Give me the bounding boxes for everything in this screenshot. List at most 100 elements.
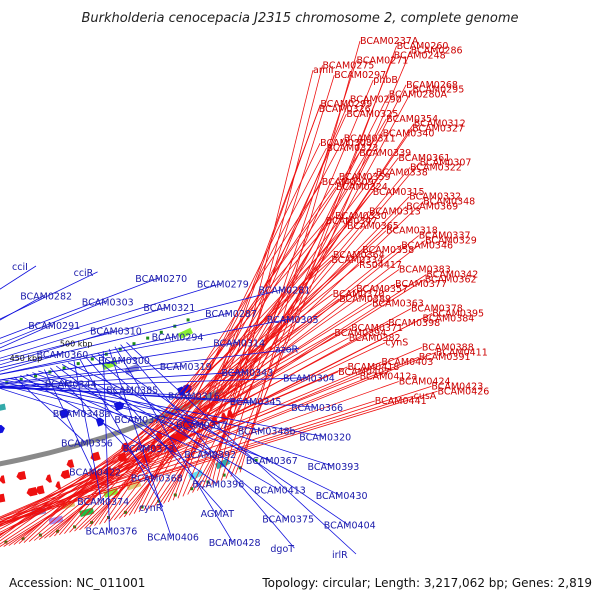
forward-gene-label: BCAM0346	[401, 240, 453, 251]
reverse-gene-label: BCAM0372	[114, 415, 166, 426]
forward-gene-label: BCAM0339	[359, 148, 411, 159]
forward-leader-line	[167, 113, 347, 503]
tick-mark	[34, 374, 38, 378]
reverse-gene-label: BCAM0321	[143, 303, 195, 314]
reverse-gene-label: BCAM0304	[283, 374, 335, 385]
chromosome-backbone	[0, 387, 224, 467]
reverse-leader-line	[79, 358, 164, 508]
forward-leader-line	[0, 371, 339, 518]
forward-leader-line	[187, 94, 390, 495]
forward-leader-line	[3, 274, 427, 547]
reverse-gene-label: BCAM0303	[82, 297, 134, 308]
reverse-leader-line	[61, 364, 279, 490]
reverse-leader-line	[67, 362, 340, 496]
forward-gene-label: BCAM0313	[369, 206, 421, 217]
forward-gene-label: BCAM0295	[412, 85, 464, 96]
forward-gene-label: BCAM0248	[394, 51, 446, 62]
reverse-gene-label: BCAM0367	[246, 456, 298, 467]
forward-gene-arrow	[35, 485, 45, 495]
reverse-gene-label: BCAM0314	[213, 338, 265, 349]
forward-gene-label: BCAM0327	[412, 124, 464, 135]
genome-stats-text: Topology: circular; Length: 3,217,062 bp…	[262, 576, 592, 590]
forward-gene-label: BCAM0268	[406, 80, 458, 91]
reverse-gene-label: irlR	[332, 550, 348, 561]
reverse-gene-label: BCAM0316	[168, 391, 220, 402]
forward-gene-label: BCAM0388	[422, 343, 474, 354]
forward-gene-label: BCAM0357	[356, 284, 408, 295]
tick-mark	[76, 362, 80, 366]
reverse-leader-line	[126, 342, 357, 555]
reverse-leader-line	[0, 371, 246, 388]
reverse-gene-label: BCAM0291	[28, 321, 80, 332]
forward-gene-label: BCAM0342	[426, 270, 478, 281]
reverse-leader-line	[43, 369, 94, 472]
forward-gene-label: BCAM0382	[349, 333, 401, 344]
forward-leader-line	[0, 390, 438, 525]
forward-leader-line	[182, 99, 351, 497]
forward-gene-label: BCAM0290	[350, 94, 402, 105]
forward-gene-label: BCAM0326	[319, 104, 371, 115]
forward-label-leaders	[0, 40, 438, 547]
tick-mark	[190, 487, 194, 491]
forward-leader-line	[0, 381, 399, 523]
forward-gene-label: BCAM0412a	[360, 372, 418, 383]
reverse-leader-line	[108, 348, 172, 537]
forward-gene-label: BCAM0423	[431, 381, 483, 392]
forward-gene-arrow	[16, 471, 27, 481]
feature-box	[188, 469, 204, 481]
reverse-gene-label: BCAM0345	[230, 397, 282, 408]
reverse-leader-line	[85, 356, 225, 514]
forward-gene-label: BCAM0323	[327, 143, 379, 154]
reverse-gene-label: BCAM0319	[160, 362, 212, 373]
tick-mark	[186, 318, 190, 322]
reverse-leader-line	[73, 360, 102, 502]
tick-mark	[90, 357, 94, 361]
reverse-gene-label: BCAM0356	[61, 438, 113, 449]
forward-gene-label: BCAM0361	[398, 153, 450, 164]
forward-gene-label: BCAM0330	[335, 211, 387, 222]
reverse-leader-line	[38, 370, 332, 467]
forward-gene-label: BCAM0394	[334, 328, 386, 339]
reverse-gene-label: BCAM0360	[37, 350, 89, 361]
reverse-leader-line	[0, 318, 291, 375]
tick-mark	[21, 537, 25, 541]
reverse-gene-label: BCAM0320	[299, 432, 351, 443]
forward-leader-line	[8, 269, 400, 546]
reverse-gene-label: BCAM0375	[262, 515, 314, 526]
reverse-gene-label: BCAM0366	[291, 403, 343, 414]
forward-gene-arrow	[66, 459, 75, 468]
forward-gene-label: BCAM0371	[351, 323, 403, 334]
forward-gene-label: BCAM0441	[375, 396, 427, 407]
reverse-leader-line	[0, 300, 106, 345]
tick-mark	[90, 520, 94, 524]
forward-gene-label: BCAM0260	[397, 41, 449, 52]
forward-leader-line	[0, 352, 437, 527]
reverse-leader-line	[0, 312, 230, 369]
reverse-gene-label: AGMAT	[201, 509, 235, 520]
reverse-gene-label: BCAM0270	[135, 274, 187, 285]
forward-leader-line	[196, 84, 407, 491]
forward-gene-label: BCAM0377	[395, 279, 447, 290]
forward-gene-label: BCAM0384	[423, 313, 475, 324]
forward-gene-label: BCAM0297	[334, 70, 386, 81]
forward-gene-label: BCAM0280A	[389, 90, 448, 101]
forward-leader-line	[0, 395, 414, 524]
reverse-gene-label: azoR	[275, 344, 299, 355]
reverse-gene-label: BCAM0344	[45, 380, 97, 391]
forward-gene-arrow	[45, 474, 52, 483]
feature-box	[0, 403, 6, 413]
forward-gene-label: BCAM0348	[423, 197, 475, 208]
reverse-leader-line	[14, 376, 86, 443]
forward-leader-line	[0, 279, 425, 547]
forward-gene-label: BCAM0407	[338, 367, 390, 378]
reverse-gene-label: BCAM0422	[69, 468, 121, 479]
forward-leader-line	[206, 74, 335, 487]
reverse-gene-label: BCAM0279	[197, 280, 249, 291]
forward-gene-label: BCAM0395	[432, 308, 484, 319]
forward-gene-label: BCAM0391	[419, 352, 471, 363]
forward-gene-label: BCAM0307	[420, 158, 472, 169]
reverse-gene-label: BCAM0368	[131, 474, 183, 485]
reverse-gene-label: BCAM0343	[221, 368, 273, 379]
forward-gene-label: BCAM0309	[322, 177, 374, 188]
